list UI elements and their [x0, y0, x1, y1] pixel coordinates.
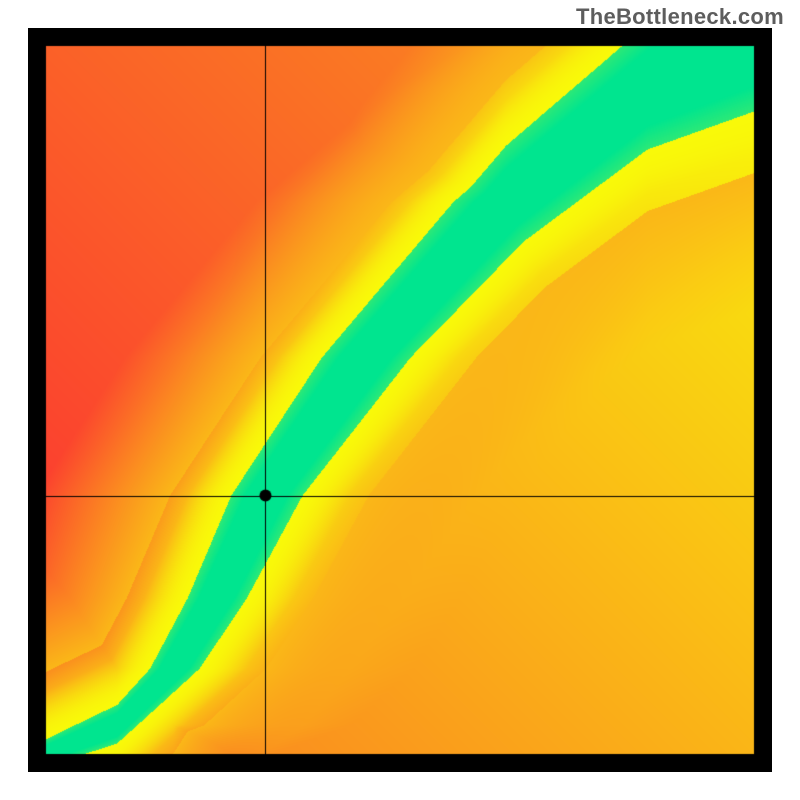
watermark-text: TheBottleneck.com	[576, 4, 784, 30]
plot-frame	[28, 28, 772, 772]
heatmap-canvas	[28, 28, 772, 772]
